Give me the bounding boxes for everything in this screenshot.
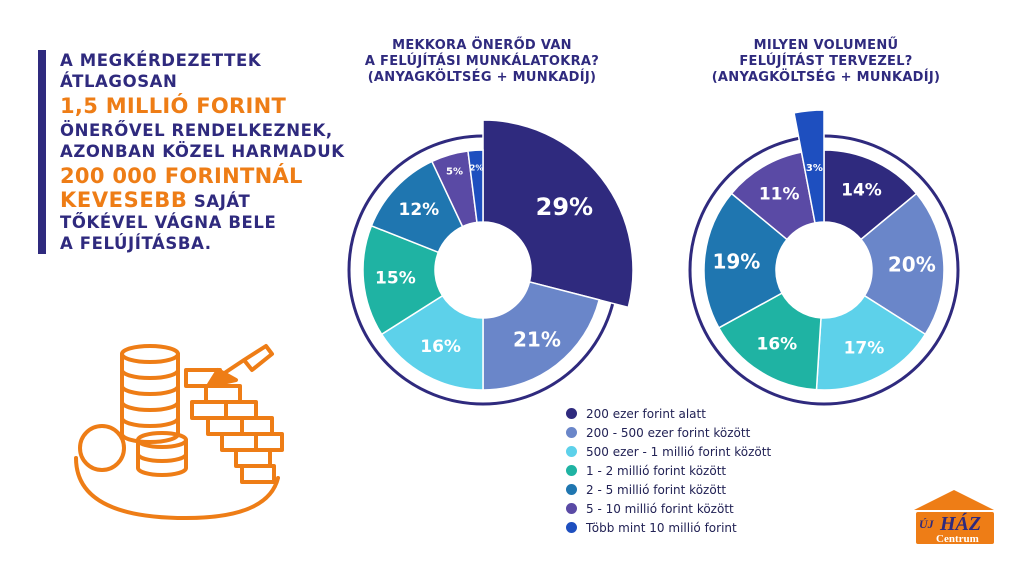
- chart2-title-line: FELÚJÍTÁST TERVEZEL?: [739, 54, 913, 69]
- donut-slice: [703, 192, 789, 329]
- legend-item: 1 - 2 millió forint között: [566, 461, 771, 480]
- donut-slice-label: 3%: [806, 163, 823, 174]
- quote-line: ÖNERŐVEL RENDELKEZNEK,: [60, 121, 333, 140]
- legend-item: 200 - 500 ezer forint között: [566, 423, 771, 442]
- legend-label: 2 - 5 millió forint között: [586, 482, 727, 497]
- svg-text:Centrum: Centrum: [936, 533, 979, 545]
- legend-swatch: [566, 522, 577, 533]
- quote-text: SAJÁT: [187, 192, 251, 211]
- chart-legend: 200 ezer forint alatt 200 - 500 ezer fori…: [566, 404, 771, 537]
- donut-slice: [482, 119, 634, 309]
- donut-slice: [482, 281, 601, 391]
- quote-line: ÁTLAGOSAN: [60, 72, 178, 91]
- quote-line: A FELÚJÍTÁSBA.: [60, 234, 212, 253]
- chart1-title: MEKKORA ÖNERŐD VAN A FELÚJÍTÁSI MUNKÁLAT…: [332, 38, 632, 86]
- legend-item: 2 - 5 millió forint között: [566, 480, 771, 499]
- legend-swatch: [566, 427, 577, 438]
- legend-swatch: [566, 408, 577, 419]
- donut-slice-label: 20%: [888, 252, 936, 276]
- donut-slice-label: 2%: [470, 164, 484, 173]
- quote-highlight: 1,5 MILLIÓ FORINT: [60, 94, 287, 118]
- legend-item: 5 - 10 millió forint között: [566, 499, 771, 518]
- legend-item: Több mint 10 millió forint: [566, 518, 771, 537]
- legend-swatch: [566, 465, 577, 476]
- donut-chart-2: 14% 20% 17% 16% 19% 11% 3%: [688, 109, 960, 406]
- donut-slice-label: 19%: [712, 250, 760, 274]
- summary-quote: A MEGKÉRDEZETTEK ÁTLAGOSAN 1,5 MILLIÓ FO…: [38, 50, 370, 254]
- coins-bricks-icon: [74, 344, 284, 520]
- chart2-title: MILYEN VOLUMENŰ FELÚJÍTÁST TERVEZEL? (AN…: [676, 38, 976, 86]
- donut-slice-label: 21%: [513, 328, 561, 352]
- donut-slice: [380, 294, 484, 391]
- quote-line: A MEGKÉRDEZETTEK: [60, 51, 262, 70]
- chart1-title-line: MEKKORA ÖNERŐD VAN: [392, 38, 572, 53]
- quote-line-mixed: KEVESEBB SAJÁT: [60, 190, 370, 212]
- donut-slice-label: 16%: [420, 337, 461, 357]
- donut-slice: [717, 292, 822, 391]
- legend-swatch: [566, 484, 577, 495]
- legend-item: 500 ezer - 1 millió forint között: [566, 442, 771, 461]
- quote-line: AZONBAN KÖZEL HARMADUK: [60, 142, 345, 161]
- legend-label: 5 - 10 millió forint között: [586, 501, 734, 516]
- donut-hole: [436, 223, 530, 317]
- legend-swatch: [566, 503, 577, 514]
- legend-label: 1 - 2 millió forint között: [586, 463, 727, 478]
- svg-text:ÚJ: ÚJ: [919, 517, 935, 531]
- donut-slice: [815, 294, 927, 391]
- donut-slice-label: 15%: [375, 268, 416, 288]
- svg-text:HÁZ: HÁZ: [939, 512, 981, 535]
- uj-haz-centrum-logo: ÚJ HÁZ Centrum: [914, 490, 994, 545]
- legend-label: 500 ezer - 1 millió forint között: [586, 444, 772, 459]
- legend-label: 200 - 500 ezer forint között: [586, 425, 751, 440]
- chart2-title-line: MILYEN VOLUMENŰ: [753, 38, 899, 53]
- quote-highlight: 200 000 FORINTNÁL: [60, 164, 303, 188]
- legend-label: Több mint 10 millió forint: [586, 520, 737, 535]
- donut-slice: [793, 109, 825, 224]
- chart1-title-line: A FELÚJÍTÁSI MUNKÁLATOKRA?: [364, 54, 600, 69]
- donut-slice-label: 5%: [446, 167, 463, 178]
- legend-label: 200 ezer forint alatt: [586, 406, 706, 421]
- donut-slice: [467, 149, 484, 224]
- donut-hole: [777, 223, 871, 317]
- quote-line: TŐKÉVEL VÁGNA BELE: [60, 213, 277, 232]
- donut-chart-1: 29% 21% 16% 15% 12% 5% 2%: [347, 119, 634, 406]
- donut-slice-label: 16%: [756, 334, 797, 354]
- donut-slice-label: 17%: [844, 338, 885, 358]
- donut-slice: [362, 224, 444, 336]
- donut-slice: [859, 192, 945, 336]
- donut-slice-label: 29%: [536, 193, 593, 221]
- legend-item: 200 ezer forint alatt: [566, 404, 771, 423]
- donut-slice-label: 14%: [841, 180, 882, 200]
- chart2-title-line: (ANYAGKÖLTSÉG + MUNKADÍJ): [711, 70, 941, 85]
- donut-slice-label: 12%: [398, 200, 439, 220]
- quote-highlight: KEVESEBB: [60, 188, 188, 212]
- donut-slice-label: 11%: [759, 184, 800, 204]
- legend-swatch: [566, 446, 577, 457]
- chart1-title-line: (ANYAGKÖLTSÉG + MUNKADÍJ): [367, 70, 597, 85]
